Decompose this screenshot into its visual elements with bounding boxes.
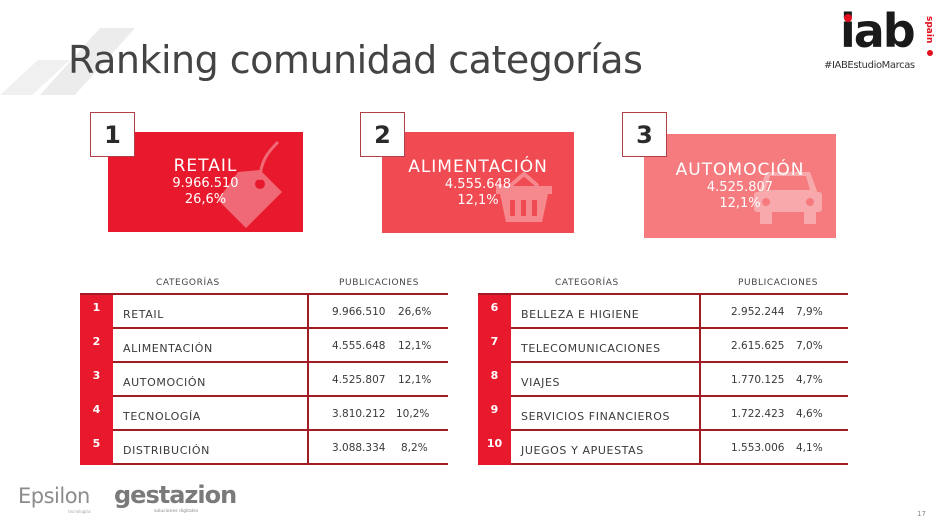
card-percent: 12,1% <box>457 192 499 208</box>
table-top-border <box>478 293 848 295</box>
column-divider <box>699 293 701 465</box>
table-row: 10 JUEGOS Y APUESTAS 1.553.006 4,1% <box>478 431 848 465</box>
logo-brand: iab <box>840 4 916 58</box>
publications-percent: 4,1% <box>796 442 823 454</box>
publications-percent: 12,1% <box>398 374 432 386</box>
column-header-categories: CATEGORÍAS <box>156 278 220 288</box>
category-cell: AUTOMOCIÓN <box>123 376 206 389</box>
column-header-categories: CATEGORÍAS <box>555 278 619 288</box>
ranking-table-right: CATEGORÍAS PUBLICACIONES 6 BELLEZA E HIG… <box>478 278 848 465</box>
publications-value: 3.088.334 <box>332 442 386 454</box>
card-percent: 12,1% <box>719 196 761 211</box>
publications-value: 2.615.625 <box>731 340 785 352</box>
card-percent: 26,6% <box>184 192 227 207</box>
card-body: AUTOMOCIÓN 4.525.807 12,1% <box>644 134 836 238</box>
table-row: 7 TELECOMUNICACIONES 2.615.625 7,0% <box>478 329 848 363</box>
category-cell: VIAJES <box>521 376 561 389</box>
rank-cell: 10 <box>478 431 511 465</box>
publications-percent: 10,2% <box>396 408 430 420</box>
column-header-publications: PUBLICACIONES <box>339 278 420 288</box>
card-category: AUTOMOCIÓN <box>675 160 805 180</box>
category-cell: DISTRIBUCIÓN <box>123 444 210 457</box>
rank-badge: 1 <box>90 112 135 157</box>
epsilon-logo: Epsilon <box>18 484 90 508</box>
publications-percent: 4,6% <box>796 408 823 420</box>
card-value: 4.525.807 <box>706 180 774 195</box>
logo-region-dot <box>927 50 933 56</box>
table-row: 6 BELLEZA E HIGIENE 2.952.244 7,9% <box>478 295 848 329</box>
category-cell: TELECOMUNICACIONES <box>521 342 661 355</box>
rank-cell: 7 <box>478 329 511 363</box>
page-number: 17 <box>917 510 926 518</box>
card-body: RETAIL 9.966.510 26,6% <box>108 132 303 232</box>
card-value: 4.555.648 <box>444 176 512 192</box>
logo-dot <box>844 14 852 22</box>
rank-cell: 8 <box>478 363 511 397</box>
table-row: 4 TECNOLOGÍA 3.810.212 10,2% <box>80 397 448 431</box>
category-cell: RETAIL <box>123 308 164 321</box>
publications-value: 1.553.006 <box>731 442 785 454</box>
rank-badge: 2 <box>360 112 405 157</box>
table-row: 8 VIAJES 1.770.125 4,7% <box>478 363 848 397</box>
publications-percent: 8,2% <box>401 442 428 454</box>
publications-percent: 7,9% <box>796 306 823 318</box>
publications-percent: 26,6% <box>398 306 432 318</box>
category-cell: BELLEZA E HIGIENE <box>521 308 640 321</box>
ranking-table-left: CATEGORÍAS PUBLICACIONES 1 RETAIL 9.966.… <box>80 278 448 465</box>
logo-hashtag: #IABEstudioMarcas <box>824 60 915 71</box>
card-category: ALIMENTACIÓN <box>408 156 548 177</box>
iab-spain-logo: iab spain #IABEstudioMarcas <box>820 4 935 80</box>
publications-value: 4.525.807 <box>332 374 386 386</box>
column-divider <box>307 293 309 465</box>
table-row: 2 ALIMENTACIÓN 4.555.648 12,1% <box>80 329 448 363</box>
publications-percent: 4,7% <box>796 374 823 386</box>
category-cell: SERVICIOS FINANCIEROS <box>521 410 671 423</box>
logo-region: spain <box>924 16 934 44</box>
basket-icon <box>496 172 552 222</box>
publications-value: 4.555.648 <box>332 340 386 352</box>
rank-cell: 6 <box>478 295 511 329</box>
publications-value: 3.810.212 <box>332 408 386 420</box>
rank-cell: 9 <box>478 397 511 431</box>
footer-logos: Epsilon tecnologías gestazion soluciones… <box>18 481 248 520</box>
table-row: 5 DISTRIBUCIÓN 3.088.334 8,2% <box>80 431 448 465</box>
rank-cell: 4 <box>80 397 113 431</box>
category-cell: ALIMENTACIÓN <box>123 342 213 355</box>
page-title: Ranking comunidad categorías <box>68 38 643 82</box>
top-card-3: 3 AUTOMOCIÓN 4.525.807 12,1% <box>622 112 842 238</box>
publications-value: 9.966.510 <box>332 306 386 318</box>
publications-value: 1.770.125 <box>731 374 785 386</box>
decorative-stripes <box>0 28 135 95</box>
publications-value: 2.952.244 <box>731 306 785 318</box>
publications-percent: 7,0% <box>796 340 823 352</box>
gestazion-logo: gestazion <box>114 481 237 509</box>
epsilon-logo-subtitle: tecnologías <box>68 509 91 514</box>
rank-badge: 3 <box>622 112 667 157</box>
card-category: RETAIL <box>173 156 238 176</box>
publications-percent: 12,1% <box>398 340 432 352</box>
table-top-border <box>80 293 448 295</box>
card-value: 9.966.510 <box>172 176 239 191</box>
top-card-1: 1 RETAIL 9.966.510 26,6% <box>90 112 305 234</box>
table-row: 1 RETAIL 9.966.510 26,6% <box>80 295 448 329</box>
table-row: 9 SERVICIOS FINANCIEROS 1.722.423 4,6% <box>478 397 848 431</box>
rank-cell: 5 <box>80 431 113 465</box>
rank-cell: 3 <box>80 363 113 397</box>
card-body: ALIMENTACIÓN 4.555.648 12,1% <box>382 132 574 233</box>
gestazion-logo-subtitle: soluciones digitales <box>154 509 199 514</box>
category-cell: TECNOLOGÍA <box>123 410 201 423</box>
top-card-2: 2 ALIMENTACIÓN 4.555.648 12,1% <box>360 112 580 234</box>
table-row: 3 AUTOMOCIÓN 4.525.807 12,1% <box>80 363 448 397</box>
car-icon <box>754 172 822 224</box>
column-header-publications: PUBLICACIONES <box>738 278 819 288</box>
price-tag-icon <box>218 140 282 228</box>
category-cell: JUEGOS Y APUESTAS <box>521 444 644 457</box>
rank-cell: 2 <box>80 329 113 363</box>
publications-value: 1.722.423 <box>731 408 785 420</box>
rank-cell: 1 <box>80 295 113 329</box>
